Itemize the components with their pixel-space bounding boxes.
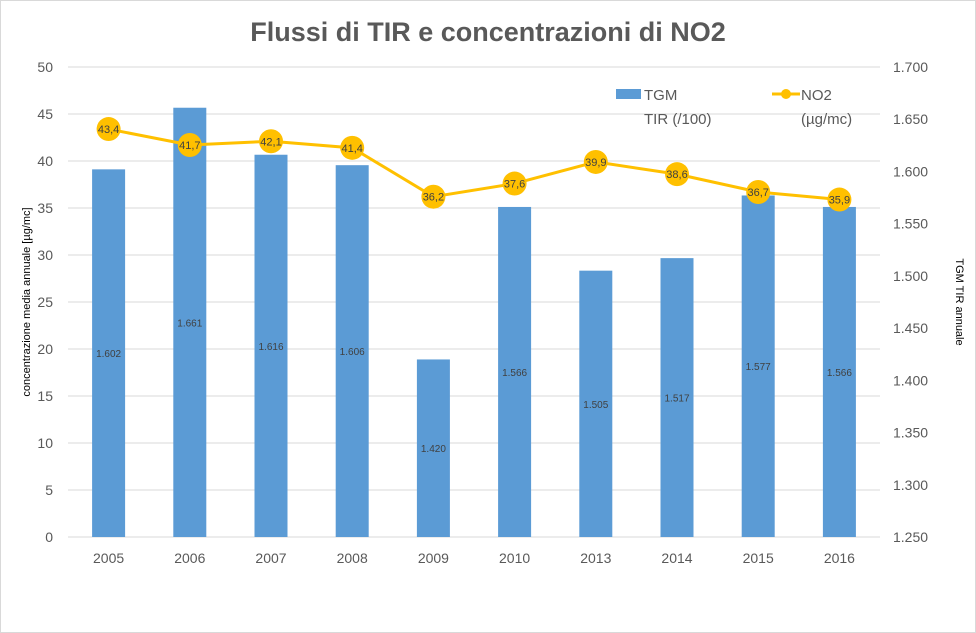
bar-data-label: 1.577 bbox=[746, 362, 771, 373]
x-tick-label: 2008 bbox=[337, 550, 368, 566]
no2-point-2013 bbox=[583, 149, 608, 174]
x-tick-label: 2009 bbox=[418, 550, 449, 566]
x-tick-label: 2010 bbox=[499, 550, 530, 566]
no2-data-label: 38,6 bbox=[666, 169, 687, 181]
y-tick-label: 10 bbox=[37, 435, 53, 451]
no2-data-label: 36,7 bbox=[747, 187, 768, 199]
bar-2007 bbox=[254, 154, 288, 537]
legend-tgm-label: TGM bbox=[644, 87, 677, 104]
no2-data-label: 41,7 bbox=[179, 140, 200, 152]
y-tick-label: 45 bbox=[37, 106, 53, 122]
bar-data-label: 1.566 bbox=[827, 368, 852, 379]
legend-bar-swatch bbox=[616, 89, 641, 99]
no2-line bbox=[108, 127, 840, 202]
bar-data-label: 1.517 bbox=[664, 394, 689, 405]
bar-data-label: 1.566 bbox=[502, 368, 527, 379]
no2-point-2006 bbox=[177, 133, 202, 158]
x-tick-label: 2005 bbox=[93, 550, 124, 566]
bar-2009 bbox=[416, 359, 450, 537]
y2-tick-label: 1.400 bbox=[893, 372, 928, 388]
bar-data-label: 1.602 bbox=[96, 349, 121, 360]
bar-2013 bbox=[579, 270, 613, 537]
bar-data-label: 1.420 bbox=[421, 444, 446, 455]
bar-data-label: 1.616 bbox=[258, 342, 283, 353]
y2-tick-label: 1.450 bbox=[893, 320, 928, 336]
no2-point-2016 bbox=[827, 187, 852, 212]
no2-data-label: 35,9 bbox=[829, 195, 850, 207]
no2-point-2009 bbox=[421, 184, 446, 209]
y2-axis-label: TGM TIR annuale bbox=[953, 258, 965, 345]
bar-data-label: 1.661 bbox=[177, 318, 202, 329]
y-tick-label: 50 bbox=[37, 59, 53, 75]
no2-point-2008 bbox=[340, 135, 365, 160]
no2-data-label: 36,2 bbox=[423, 192, 444, 204]
x-tick-label: 2013 bbox=[580, 550, 611, 566]
bar-2010 bbox=[498, 206, 532, 537]
no2-data-label: 37,6 bbox=[504, 179, 525, 191]
x-tick-label: 2015 bbox=[743, 550, 774, 566]
no2-data-label: 42,1 bbox=[260, 136, 281, 148]
bar-data-label: 1.505 bbox=[583, 400, 608, 411]
bar-2015 bbox=[741, 195, 775, 537]
y2-tick-label: 1.550 bbox=[893, 216, 928, 232]
y-tick-label: 30 bbox=[37, 247, 53, 263]
y-tick-label: 35 bbox=[37, 200, 53, 216]
y-axis-label: concentrazione media annuale [µg/mc] bbox=[21, 207, 33, 396]
legend-no2-label: NO2 bbox=[801, 87, 832, 104]
y-tick-label: 25 bbox=[37, 294, 53, 310]
y-tick-label: 0 bbox=[45, 529, 53, 545]
y-tick-label: 40 bbox=[37, 153, 53, 169]
bar-2008 bbox=[335, 165, 369, 537]
x-tick-label: 2007 bbox=[255, 550, 286, 566]
y-tick-label: 15 bbox=[37, 388, 53, 404]
no2-data-label: 41,4 bbox=[341, 143, 362, 155]
bar-2014 bbox=[660, 258, 694, 537]
legend-no2-label-2: (µg/mc) bbox=[801, 111, 852, 128]
y-tick-label: 20 bbox=[37, 341, 53, 357]
y2-tick-label: 1.500 bbox=[893, 268, 928, 284]
legend-marker bbox=[781, 89, 791, 99]
x-tick-label: 2006 bbox=[174, 550, 205, 566]
no2-point-2010 bbox=[502, 171, 527, 196]
x-tick-label: 2014 bbox=[661, 550, 692, 566]
no2-point-2015 bbox=[746, 180, 771, 205]
bar-2005 bbox=[92, 169, 126, 537]
bar-data-label: 1.606 bbox=[340, 347, 365, 358]
y2-tick-label: 1.600 bbox=[893, 163, 928, 179]
no2-data-label: 43,4 bbox=[98, 124, 119, 136]
no2-point-2007 bbox=[259, 129, 283, 154]
x-tick-label: 2016 bbox=[824, 550, 855, 566]
no2-data-label: 39,9 bbox=[585, 157, 606, 169]
y2-tick-label: 1.250 bbox=[893, 529, 928, 545]
bar-2016 bbox=[822, 206, 856, 537]
bar-2006 bbox=[173, 107, 207, 537]
no2-point-2005 bbox=[96, 117, 121, 142]
y2-tick-label: 1.300 bbox=[893, 477, 928, 493]
no2-point-2014 bbox=[665, 162, 689, 187]
y-tick-label: 5 bbox=[45, 482, 53, 498]
y2-tick-label: 1.700 bbox=[893, 59, 928, 75]
legend-tgm-label-2: TIR (/100) bbox=[644, 111, 712, 128]
y2-tick-label: 1.350 bbox=[893, 425, 928, 441]
chart-title: Flussi di TIR e concentrazioni di NO2 bbox=[250, 17, 726, 47]
y2-tick-label: 1.650 bbox=[893, 111, 928, 127]
